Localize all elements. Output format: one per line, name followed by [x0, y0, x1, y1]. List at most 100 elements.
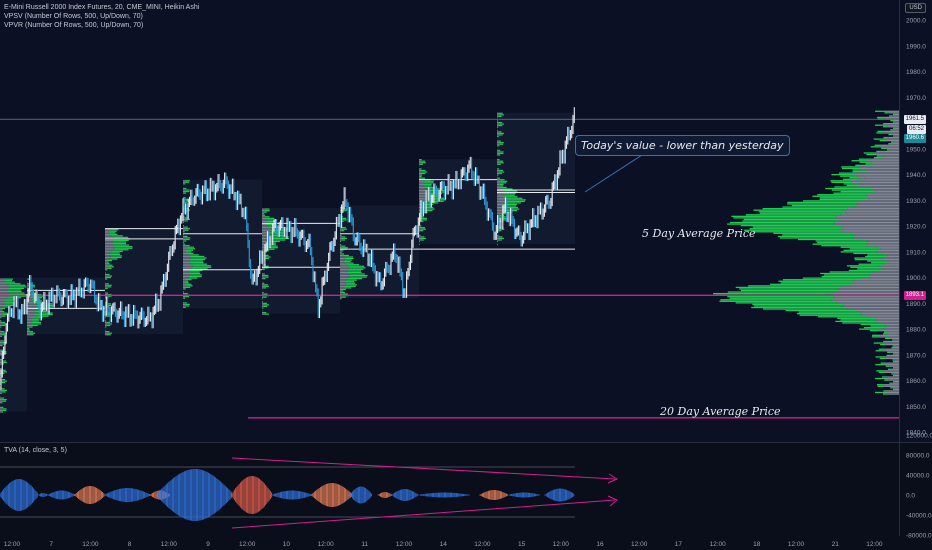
vpsv-bar-up — [191, 263, 208, 265]
vpsv-bar-down — [0, 358, 1, 361]
vpvr-bar-up — [893, 374, 895, 377]
five-day-average-label[interactable]: 5 Day Average Price — [642, 227, 756, 240]
vpvr-bar-up — [866, 153, 877, 156]
vpsv-bar-down — [497, 180, 501, 182]
vpvr-bar-up — [752, 303, 844, 306]
vpsv-bar-up — [183, 288, 186, 290]
time-axis-tick: 12:00 — [317, 541, 334, 548]
vpvr-bar-up — [893, 367, 895, 369]
vpsv-bar-up — [424, 180, 434, 182]
vpvr-bar-down — [889, 365, 899, 367]
vpsv-bar-down — [497, 200, 507, 202]
vpvr-bar-up — [884, 379, 889, 381]
vpsv-bar-down — [340, 230, 342, 232]
vpsv-bar-up — [341, 250, 344, 252]
vpvr-bar-down — [875, 163, 899, 165]
vpvr-bar-down — [836, 302, 899, 304]
vpsv-bar-down — [0, 361, 3, 364]
vpsv-bar-down — [105, 235, 112, 237]
vpvr-bar-down — [841, 285, 899, 287]
vpsv-bar-up — [499, 151, 504, 153]
vpvr-bar-up — [867, 254, 887, 256]
vpsv-bar-down — [105, 246, 115, 248]
vpsv-bar-down — [262, 287, 264, 289]
currency-badge[interactable]: USD — [905, 3, 926, 13]
vpsv-bar-up — [263, 287, 267, 289]
vpvr-bar-up — [743, 218, 841, 221]
vpsv-bar-up — [113, 249, 129, 251]
vpsv-bar-down — [183, 275, 190, 278]
vpsv-bar-up — [0, 392, 2, 395]
vpvr-bar-down — [843, 303, 899, 306]
tva-indicator-label[interactable]: TVA (14, close, 3, 5) — [4, 447, 67, 454]
vpvr-bar-up — [871, 336, 881, 338]
vpsv-bar-down — [27, 320, 32, 322]
vpsv-bar-down — [262, 274, 265, 277]
vpsv-bar-up — [347, 278, 363, 280]
vpsv-bar-down — [340, 239, 342, 241]
vpsv-bar-up — [184, 282, 189, 284]
vpsv-bar-down — [419, 237, 422, 240]
vpvr-bar-down — [867, 194, 899, 196]
vpsv-bar-down — [497, 131, 499, 133]
vpsv-bar-down — [105, 266, 109, 268]
vpsv-bar-up — [347, 270, 362, 272]
vpsv-bar-down — [340, 291, 342, 294]
vpsv-bar-up — [420, 236, 425, 238]
vpvr-bar-down — [853, 237, 899, 239]
vpsv-bar-down — [340, 254, 344, 257]
vpsv-bar-up — [185, 245, 190, 247]
vpsv-bar-up — [497, 174, 499, 176]
vpsv-bar-down — [0, 341, 3, 344]
vpvr-bar-down — [894, 353, 899, 355]
vpsv-bar-up — [107, 267, 112, 269]
vpvr-bar-up — [787, 201, 857, 204]
vpsv-bar-down — [497, 151, 500, 153]
vpsv-bar-up — [348, 268, 364, 270]
vpsv-bar-up — [341, 206, 344, 209]
vpsv-bar-down — [105, 242, 113, 245]
vpsv-bar-down — [497, 189, 504, 192]
vpvr-bar-up — [729, 221, 835, 224]
vpsv-bar-up — [343, 254, 349, 257]
vpsv-bar-down — [183, 220, 185, 222]
vpvr-bar-up — [749, 228, 843, 230]
vpsv-indicator-label[interactable]: VPSV (Number Of Rows, 500, Up/Down, 70) — [4, 13, 143, 20]
vpvr-bar-up — [852, 170, 867, 173]
vpvr-bar-down — [888, 390, 899, 392]
vpsv-bar-down — [105, 264, 108, 266]
twenty-day-average-label[interactable]: 20 Day Average Price — [660, 405, 781, 418]
vpsv-bar-down — [419, 199, 429, 201]
vpsv-bar-up — [190, 262, 204, 264]
vpsv-bar-down — [497, 193, 504, 195]
vpsv-bar-down — [105, 236, 114, 239]
vpsv-bar-up — [1, 411, 4, 413]
vpvr-bar-down — [883, 263, 899, 265]
vpvr-bar-down — [833, 223, 899, 225]
vpvr-bar-down — [891, 133, 899, 136]
vpsv-bar-up — [184, 292, 188, 295]
vpsv-bar-up — [2, 332, 7, 334]
vpvr-bar-down — [883, 130, 899, 133]
vpsv-bar-up — [342, 217, 347, 219]
vpsv-bar-up — [499, 162, 504, 164]
vpsv-bar-down — [183, 252, 187, 254]
vpvr-indicator-label[interactable]: VPVR (Number Of Rows, 500, Up/Down, 70) — [4, 22, 144, 29]
vpsv-bar-up — [342, 237, 348, 240]
vpsv-bar-up — [106, 261, 109, 263]
vpvr-bar-up — [886, 354, 891, 357]
callout-annotation[interactable]: Today's value - lower than yesterday — [575, 135, 790, 156]
vpvr-bar-down — [872, 271, 899, 273]
vpsv-bar-up — [263, 214, 266, 216]
vpsv-bar-up — [419, 244, 420, 246]
vpsv-bar-up — [270, 239, 286, 241]
vpsv-bar-up — [423, 185, 432, 187]
vpsv-bar-up — [185, 303, 190, 305]
vpsv-bar-down — [340, 237, 343, 240]
vpvr-bar-down — [891, 368, 899, 370]
vpvr-bar-down — [833, 296, 899, 298]
vpsv-bar-down — [262, 237, 272, 240]
vpsv-bar-down — [0, 335, 1, 337]
